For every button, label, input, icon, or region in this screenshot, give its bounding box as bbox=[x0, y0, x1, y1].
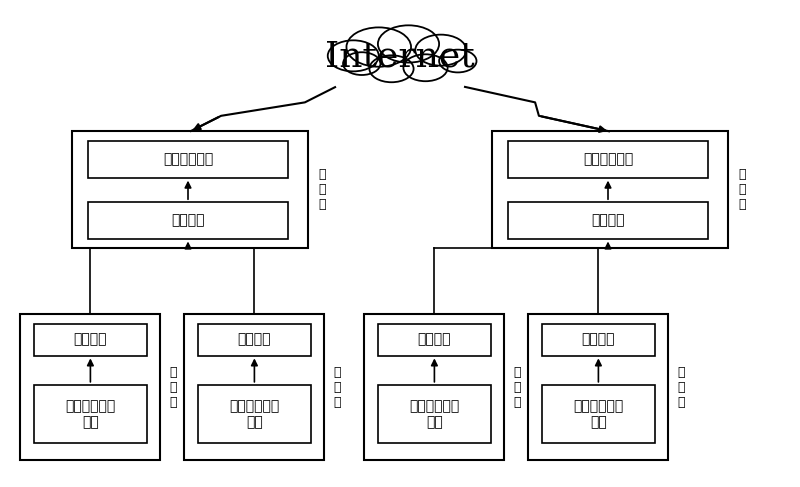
Text: 标记模块: 标记模块 bbox=[418, 333, 451, 347]
Bar bbox=[34, 385, 147, 443]
Bar bbox=[508, 141, 708, 178]
Circle shape bbox=[328, 40, 378, 72]
Text: 队列模块: 队列模块 bbox=[171, 213, 205, 227]
Bar bbox=[492, 131, 728, 248]
Text: 标记模块: 标记模块 bbox=[74, 333, 107, 347]
Text: 数据调度模块: 数据调度模块 bbox=[583, 152, 633, 167]
Bar bbox=[542, 324, 655, 356]
Bar bbox=[364, 314, 504, 460]
Bar bbox=[508, 202, 708, 239]
Text: 客
户
端: 客 户 端 bbox=[513, 366, 521, 409]
Bar bbox=[528, 314, 668, 460]
Text: 客
户
端: 客 户 端 bbox=[333, 366, 341, 409]
Circle shape bbox=[403, 54, 448, 81]
Circle shape bbox=[378, 25, 439, 62]
Bar bbox=[198, 324, 311, 356]
Text: 网络视频会议
软件: 网络视频会议 软件 bbox=[574, 399, 623, 429]
Text: 网络视频会议
软件: 网络视频会议 软件 bbox=[66, 399, 115, 429]
Bar bbox=[378, 324, 491, 356]
Text: 客
户
端: 客 户 端 bbox=[169, 366, 177, 409]
Circle shape bbox=[439, 50, 477, 73]
Text: 路
由
器: 路 由 器 bbox=[738, 169, 746, 211]
Bar bbox=[198, 385, 311, 443]
Bar bbox=[72, 131, 308, 248]
Bar bbox=[20, 314, 160, 460]
Circle shape bbox=[343, 52, 381, 75]
Text: 标记模块: 标记模块 bbox=[238, 333, 271, 347]
Circle shape bbox=[346, 27, 411, 67]
Text: 队列模块: 队列模块 bbox=[591, 213, 625, 227]
Text: 网络视频会议
软件: 网络视频会议 软件 bbox=[410, 399, 459, 429]
Text: 标记模块: 标记模块 bbox=[582, 333, 615, 347]
Text: 路
由
器: 路 由 器 bbox=[318, 169, 326, 211]
Bar bbox=[184, 314, 324, 460]
Bar bbox=[542, 385, 655, 443]
Bar bbox=[88, 141, 288, 178]
Circle shape bbox=[370, 56, 414, 82]
Bar bbox=[378, 385, 491, 443]
Bar bbox=[34, 324, 147, 356]
Text: 客
户
端: 客 户 端 bbox=[677, 366, 685, 409]
Bar bbox=[88, 202, 288, 239]
Text: 网络视频会议
软件: 网络视频会议 软件 bbox=[230, 399, 279, 429]
Text: Internet: Internet bbox=[325, 39, 475, 73]
Circle shape bbox=[415, 35, 466, 66]
Text: 数据调度模块: 数据调度模块 bbox=[163, 152, 213, 167]
